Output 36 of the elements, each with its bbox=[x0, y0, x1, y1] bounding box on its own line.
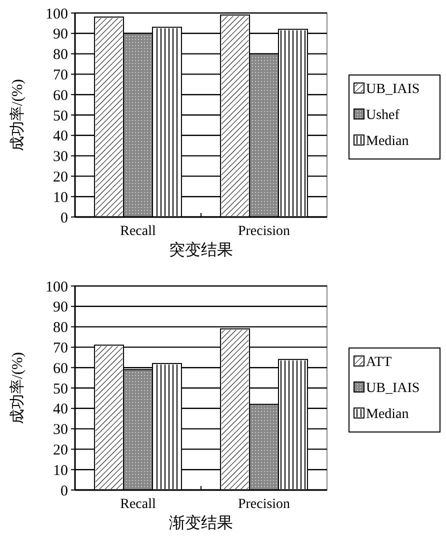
y-tick-label: 80 bbox=[53, 47, 68, 64]
y-tick-label: 70 bbox=[53, 340, 68, 356]
y-tick-label: 100 bbox=[46, 6, 68, 22]
y-tick-label: 50 bbox=[53, 108, 68, 124]
y-tick-label: 100 bbox=[46, 279, 68, 296]
x-axis-title: 突变结果 bbox=[169, 241, 233, 259]
y-tick-label: 40 bbox=[53, 402, 68, 418]
y-tick-label: 40 bbox=[53, 128, 68, 145]
x-tick-label: Precision bbox=[238, 497, 290, 512]
legend-label: Median bbox=[366, 406, 409, 422]
y-tick-label: 0 bbox=[60, 210, 68, 226]
y-axis-title: 成功率/(%) bbox=[9, 352, 26, 424]
x-tick-label: Recall bbox=[120, 497, 156, 512]
y-tick-label: 20 bbox=[53, 169, 68, 186]
legend-label: UB_IAIS bbox=[366, 82, 420, 97]
y-tick-label: 80 bbox=[53, 320, 68, 336]
x-tick-label: Precision bbox=[238, 224, 290, 239]
y-tick-label: 90 bbox=[53, 26, 68, 43]
legend-label: Median bbox=[366, 134, 409, 149]
y-tick-label: 30 bbox=[53, 422, 68, 438]
legend-label: Ushef bbox=[366, 108, 400, 123]
y-axis-title: 成功率/(%) bbox=[9, 79, 26, 151]
legend-label: UB_IAIS bbox=[366, 380, 420, 396]
y-tick-label: 50 bbox=[53, 381, 68, 398]
y-tick-label: 30 bbox=[53, 149, 68, 166]
legend-label: ATT bbox=[366, 354, 392, 370]
y-tick-label: 90 bbox=[53, 300, 68, 316]
y-tick-label: 20 bbox=[53, 442, 68, 458]
y-tick-label: 70 bbox=[53, 67, 68, 84]
y-tick-label: 60 bbox=[53, 360, 68, 377]
x-tick-label: Recall bbox=[120, 224, 156, 239]
y-tick-label: 60 bbox=[53, 88, 68, 104]
y-tick-label: 10 bbox=[53, 462, 68, 479]
y-tick-label: 10 bbox=[53, 190, 68, 206]
y-tick-label: 0 bbox=[60, 483, 68, 500]
x-axis-title: 渐变结果 bbox=[169, 514, 233, 532]
